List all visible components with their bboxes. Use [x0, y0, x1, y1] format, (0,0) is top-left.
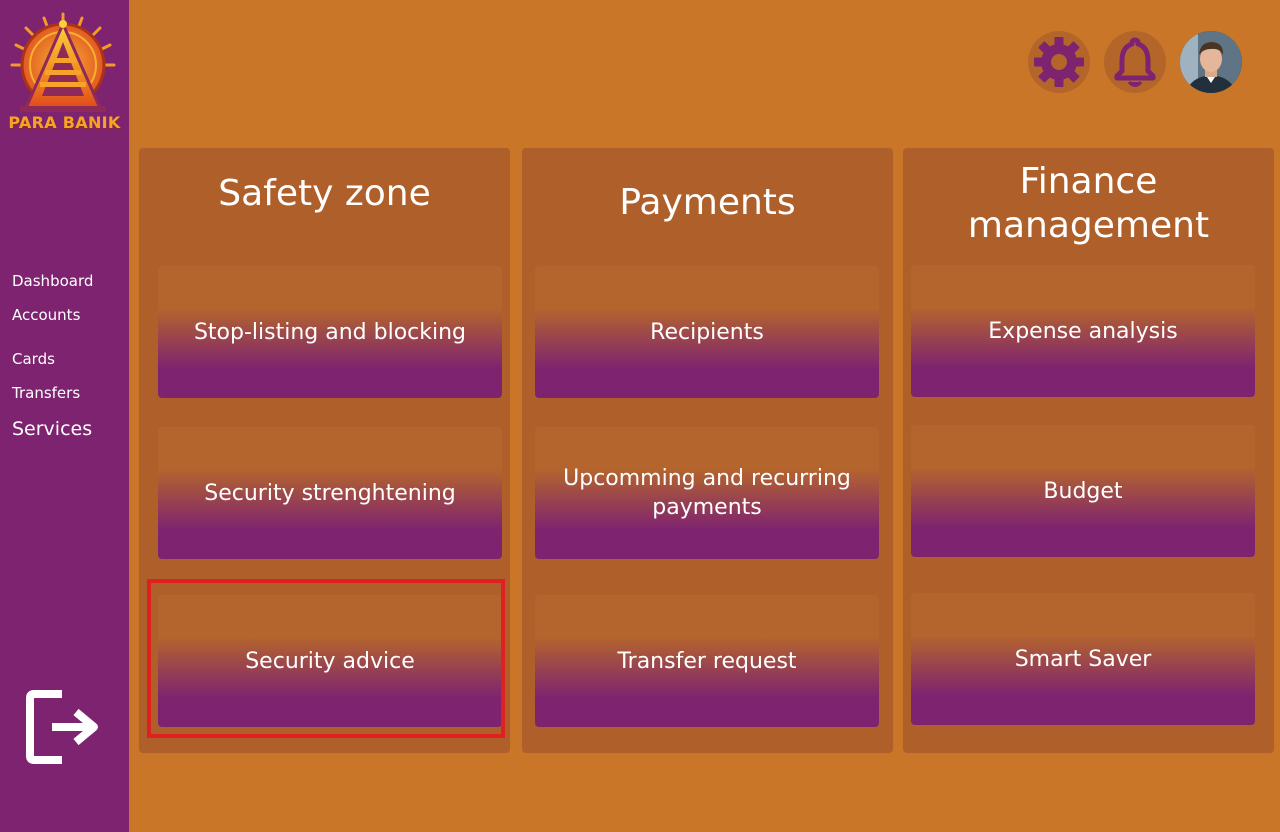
card-transfer-request[interactable]: Transfer request [535, 595, 879, 727]
sidebar-item-dashboard[interactable]: Dashboard [12, 272, 94, 290]
settings-button[interactable] [1028, 31, 1090, 93]
brand-logo[interactable] [6, 10, 120, 135]
sidebar-item-transfers[interactable]: Transfers [12, 384, 81, 402]
card-smart-saver[interactable]: Smart Saver [911, 593, 1255, 725]
brand-name: PARA BANIK [8, 113, 121, 132]
avatar[interactable] [1180, 31, 1242, 93]
card-budget[interactable]: Budget [911, 425, 1255, 557]
card-recipients[interactable]: Recipients [535, 266, 879, 398]
card-security-advice[interactable]: Security advice [158, 595, 502, 727]
user-photo [1180, 31, 1242, 93]
bell-icon [1114, 37, 1156, 87]
sidebar-item-accounts[interactable]: Accounts [12, 306, 81, 324]
panel-title: Safety zone [218, 173, 431, 214]
panel-title: Payments [619, 182, 796, 223]
logout-icon[interactable] [26, 690, 102, 764]
card-security-strengthening[interactable]: Security strenghtening [158, 427, 502, 559]
panel-title: Finance management [967, 161, 1210, 246]
card-expense-analysis[interactable]: Expense analysis [911, 265, 1255, 397]
sidebar: PARA BANIK Dashboard Accounts Cards Tran… [0, 0, 129, 832]
notifications-button[interactable] [1104, 31, 1166, 93]
card-stop-listing[interactable]: Stop-listing and blocking [158, 266, 502, 398]
sidebar-item-services[interactable]: Services [12, 418, 93, 440]
card-upcoming-payments[interactable]: Upcomming and recurring payments [535, 427, 879, 559]
sidebar-item-cards[interactable]: Cards [12, 350, 55, 368]
panel-payments: Payments Recipients Upcomming and recurr… [522, 148, 893, 753]
panel-finance-management: Finance management Expense analysis Budg… [903, 148, 1274, 753]
gear-icon [1034, 37, 1084, 87]
panel-safety-zone: Safety zone Stop-listing and blocking Se… [139, 148, 510, 753]
